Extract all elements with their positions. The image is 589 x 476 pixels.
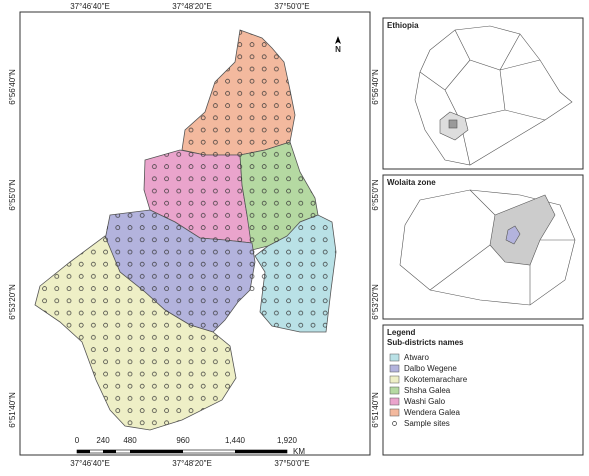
lat-label: 6°53'20"N — [8, 284, 17, 320]
lon-label: 37°50'0"E — [274, 459, 309, 468]
legend-label: Atwaro — [404, 353, 429, 362]
lon-label: 37°50'0"E — [274, 2, 309, 11]
scale-label: 0 — [75, 436, 80, 445]
legend-label: Wendera Galea — [404, 408, 460, 417]
inset-title: Wolaita zone — [387, 178, 436, 187]
lat-label: 6°53'20"N — [371, 284, 380, 320]
scale-label: 1,920 — [277, 436, 298, 445]
coordinates: 37°46'40"E 37°48'20"E 37°50'0"E 37°46'40… — [8, 2, 380, 468]
lat-label: 6°55'0"N — [371, 179, 380, 210]
lon-label: 37°48'20"E — [172, 2, 212, 11]
inset-title: Ethiopia — [387, 21, 419, 30]
legend-items: Atwaro Dalbo Wegene Kokotemarachare Shsha G… — [389, 353, 468, 428]
legend-frame — [382, 324, 584, 456]
legend-subtitle: Sub-districts names — [387, 338, 464, 347]
legend-swatch — [389, 364, 400, 373]
scale-unit: KM — [293, 447, 305, 456]
legend-label: Shsha Galea — [404, 386, 451, 395]
legend-swatch — [389, 353, 400, 362]
scale-bar: 0 240 480 960 1,440 1,920 KM — [75, 436, 306, 456]
legend-label: Sample sites — [404, 419, 450, 428]
lat-label: 6°56'40"N — [8, 69, 17, 105]
lat-label: 6°51'40"N — [371, 392, 380, 428]
lat-label: 6°55'0"N — [8, 179, 17, 210]
legend-swatch — [389, 408, 400, 417]
legend-swatch — [389, 375, 400, 384]
dot-layer — [35, 30, 336, 430]
legend-swatch — [389, 397, 400, 406]
legend-label: Kokotemarachare — [404, 375, 468, 384]
lon-label: 37°46'40"E — [70, 459, 110, 468]
legend-label: Washi Galo — [404, 397, 446, 406]
scale-label: 1,440 — [225, 436, 246, 445]
lon-label: 37°46'40"E — [70, 2, 110, 11]
north-label: N — [335, 45, 341, 54]
lon-label: 37°48'20"E — [172, 459, 212, 468]
scale-label: 960 — [176, 436, 190, 445]
wolaita-outline — [399, 189, 576, 306]
legend-swatch — [389, 386, 400, 395]
lat-label: 6°56'40"N — [371, 69, 380, 105]
legend-sample-symbol — [392, 421, 397, 426]
lat-label: 6°51'40"N — [8, 392, 17, 428]
sample-sites — [35, 30, 336, 430]
scale-label: 480 — [123, 436, 137, 445]
inset-frame — [382, 17, 584, 170]
ethiopia-outline — [414, 25, 573, 166]
legend-title: Legend — [387, 328, 416, 337]
legend-label: Dalbo Wegene — [404, 364, 457, 373]
inset-frame — [382, 174, 584, 320]
scale-label: 240 — [96, 436, 110, 445]
north-arrow — [335, 36, 341, 44]
